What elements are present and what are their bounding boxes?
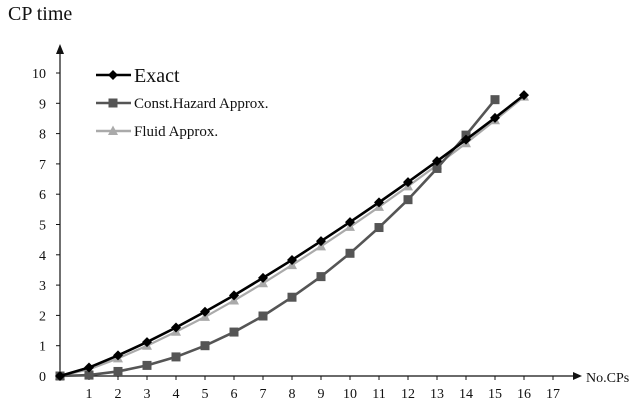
x-axis-label: No.CPs — [586, 371, 629, 386]
data-point-1 — [316, 272, 326, 282]
x-tick-label: 3 — [144, 387, 151, 402]
data-point-1 — [432, 163, 442, 173]
y-tick-label: 9 — [39, 97, 46, 112]
y-tick-label: 7 — [39, 158, 46, 173]
data-point-0 — [113, 350, 123, 361]
x-tick-label: 12 — [401, 387, 415, 402]
x-tick-label: 13 — [430, 387, 444, 402]
y-tick-label: 10 — [32, 67, 46, 82]
data-point-1 — [403, 195, 413, 205]
chart-title: CP time — [8, 3, 73, 25]
series-line-0 — [59, 94, 525, 378]
data-point-0 — [490, 112, 500, 123]
series-line-2 — [59, 95, 525, 378]
x-tick-label: 6 — [231, 387, 238, 402]
x-tick-label: 10 — [343, 387, 357, 402]
data-point-1 — [113, 366, 123, 376]
y-tick-label: 8 — [39, 128, 46, 143]
x-tick-label: 11 — [372, 387, 385, 402]
legend-label: Const.Hazard Approx. — [134, 96, 269, 112]
data-point-1 — [142, 360, 152, 370]
legend-marker — [108, 125, 118, 135]
y-tick-label: 3 — [39, 279, 46, 294]
data-point-0 — [374, 197, 384, 208]
data-point-0 — [432, 156, 442, 167]
y-tick-label: 0 — [39, 370, 46, 385]
data-point-1 — [229, 327, 239, 337]
series-line-1 — [59, 98, 497, 378]
legend-marker — [108, 70, 118, 80]
x-tick-label: 9 — [318, 387, 325, 402]
x-tick-label: 1 — [86, 387, 93, 402]
data-point-0 — [519, 90, 529, 101]
data-point-1 — [287, 292, 297, 302]
data-point-1 — [84, 370, 94, 380]
data-point-0 — [345, 217, 355, 228]
legend-label: Fluid Approx. — [134, 124, 218, 140]
legend-marker — [108, 98, 118, 108]
data-point-1 — [345, 248, 355, 258]
data-point-1 — [200, 341, 210, 351]
data-point-0 — [229, 290, 239, 301]
data-point-0 — [84, 362, 94, 373]
y-tick-label: 5 — [39, 219, 46, 234]
y-tick-label: 2 — [39, 309, 46, 324]
x-tick-label: 15 — [488, 387, 502, 402]
data-point-0 — [461, 134, 471, 145]
data-point-1 — [490, 95, 500, 105]
x-tick-label: 17 — [546, 387, 560, 402]
data-point-0 — [316, 236, 326, 247]
data-point-0 — [403, 177, 413, 188]
y-tick-label: 1 — [39, 340, 46, 355]
y-tick-label: 4 — [39, 249, 46, 264]
legend-label: Exact — [134, 65, 180, 87]
x-tick-label: 2 — [115, 387, 122, 402]
y-tick-label: 6 — [39, 188, 46, 203]
data-point-0 — [200, 306, 210, 317]
x-tick-label: 16 — [517, 387, 531, 402]
data-point-0 — [142, 337, 152, 348]
x-tick-label: 14 — [459, 387, 473, 402]
x-tick-label: 8 — [289, 387, 296, 402]
data-point-0 — [55, 371, 65, 381]
data-point-0 — [258, 272, 268, 283]
x-tick-label: 5 — [202, 387, 209, 402]
data-point-1 — [374, 223, 384, 233]
y-axis-arrow-icon — [56, 44, 64, 54]
data-point-1 — [258, 311, 268, 321]
data-point-1 — [171, 352, 181, 362]
x-tick-label: 4 — [173, 387, 180, 402]
data-point-0 — [171, 322, 181, 333]
x-tick-label: 7 — [260, 387, 267, 402]
x-axis-arrow-icon — [573, 372, 582, 380]
data-point-0 — [287, 254, 297, 265]
